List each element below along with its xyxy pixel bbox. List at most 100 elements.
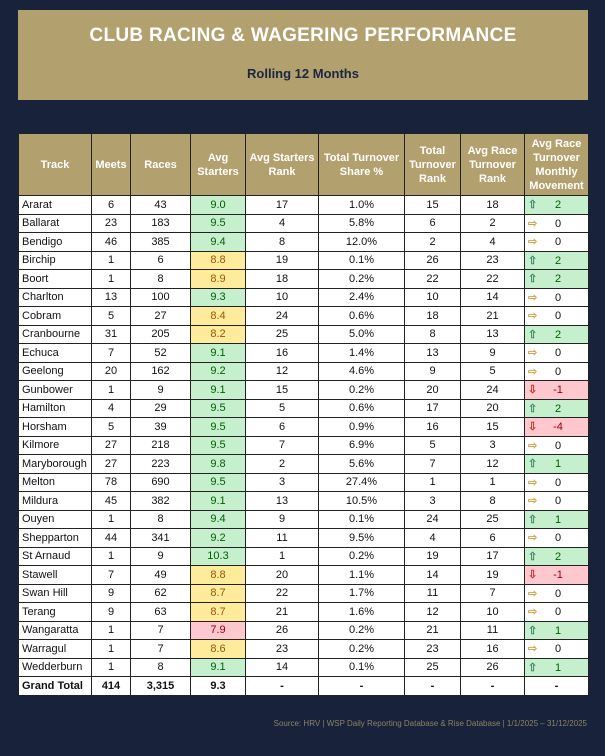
table-row: Gunbower 1 9 9.1 15 0.2% 20 24 ⇩ -1 xyxy=(18,380,589,400)
turnover-share-cell: 6.9% xyxy=(318,435,405,455)
table-header-row: Track Meets Races Avg Starters Avg Start… xyxy=(18,133,589,196)
avg-starters-rank-cell: 6 xyxy=(245,417,319,437)
col-header-meets: Meets xyxy=(91,133,131,196)
track-cell: Cranbourne xyxy=(18,324,92,344)
races-cell: 205 xyxy=(130,324,191,344)
table-row: Wedderburn 1 8 9.1 14 0.1% 25 26 ⇧ 1 xyxy=(18,657,589,677)
turnover-rank-cell: 7 xyxy=(404,454,461,474)
races-cell: 690 xyxy=(130,472,191,492)
col-header-monthly-movement: Avg Race Turnover Monthly Movement xyxy=(524,133,589,196)
avg-starters-cell: 10.3 xyxy=(190,546,246,566)
monthly-movement-cell: ⇩ -1 xyxy=(524,565,589,585)
turnover-rank-cell: 23 xyxy=(404,639,461,659)
avg-starters-rank-cell: 16 xyxy=(245,343,319,363)
table-row: Kilmore 27 218 9.5 7 6.9% 5 3 ⇨ 0 xyxy=(18,435,589,455)
turnover-rank-cell: 3 xyxy=(404,491,461,511)
turnover-rank-cell: 15 xyxy=(404,195,461,215)
races-cell: 8 xyxy=(130,509,191,529)
track-cell: Charlton xyxy=(18,287,92,307)
avg-starters-rank-cell: 21 xyxy=(245,602,319,622)
avg-starters-cell: 8.4 xyxy=(190,306,246,326)
movement-value: 0 xyxy=(554,310,562,323)
race-turnover-rank-cell: 26 xyxy=(460,657,525,677)
avg-starters-cell: 7.9 xyxy=(190,620,246,640)
races-cell: 385 xyxy=(130,232,191,252)
arrow-right-icon: ⇨ xyxy=(528,495,538,508)
performance-table: Track Meets Races Avg Starters Avg Start… xyxy=(18,133,589,696)
monthly-movement-cell: ⇧ 1 xyxy=(524,620,589,640)
turnover-rank-cell: - xyxy=(404,676,461,696)
races-cell: 341 xyxy=(130,528,191,548)
meets-cell: 414 xyxy=(91,676,131,696)
turnover-rank-cell: 1 xyxy=(404,472,461,492)
arrow-right-icon: ⇨ xyxy=(528,532,538,545)
arrow-up-icon: ⇧ xyxy=(528,661,538,674)
turnover-share-cell: 0.2% xyxy=(318,269,405,289)
movement-value: 1 xyxy=(554,661,562,674)
avg-starters-rank-cell: 25 xyxy=(245,324,319,344)
grand-total-row: Grand Total 414 3,315 9.3- - - - - xyxy=(18,676,589,696)
table-row: Cranbourne 31 205 8.2 25 5.0% 8 13 ⇧ 2 xyxy=(18,324,589,344)
avg-starters-rank-cell: 23 xyxy=(245,639,319,659)
avg-starters-cell: 9.4 xyxy=(190,232,246,252)
movement-value: 0 xyxy=(554,476,562,489)
turnover-rank-cell: 19 xyxy=(404,546,461,566)
movement-value: 2 xyxy=(554,254,562,267)
arrow-up-icon: ⇧ xyxy=(528,254,538,267)
track-cell: Swan Hill xyxy=(18,583,92,603)
meets-cell: 1 xyxy=(91,509,131,529)
movement-value: 2 xyxy=(554,402,562,415)
turnover-share-cell: 1.6% xyxy=(318,602,405,622)
race-turnover-rank-cell: 5 xyxy=(460,361,525,381)
turnover-share-cell: 27.4% xyxy=(318,472,405,492)
movement-value: 0 xyxy=(554,236,562,249)
avg-starters-cell: 9.8 xyxy=(190,454,246,474)
turnover-share-cell: 0.1% xyxy=(318,250,405,270)
turnover-share-cell: - xyxy=(318,676,405,696)
avg-starters-cell: 8.2 xyxy=(190,324,246,344)
avg-starters-cell: 9.1 xyxy=(190,491,246,511)
track-cell: Wangaratta xyxy=(18,620,92,640)
race-turnover-rank-cell: 14 xyxy=(460,287,525,307)
race-turnover-rank-cell: 25 xyxy=(460,509,525,529)
turnover-rank-cell: 20 xyxy=(404,380,461,400)
avg-starters-cell: 9.5 xyxy=(190,398,246,418)
races-cell: 9 xyxy=(130,380,191,400)
col-header-avg-starters-rank: Avg Starters Rank xyxy=(245,133,319,196)
monthly-movement-cell: ⇧ 2 xyxy=(524,398,589,418)
races-cell: 49 xyxy=(130,565,191,585)
meets-cell: 1 xyxy=(91,657,131,677)
table-row: Ouyen 1 8 9.4 9 0.1% 24 25 ⇧ 1 xyxy=(18,509,589,529)
avg-starters-cell: 8.7 xyxy=(190,602,246,622)
meets-cell: 27 xyxy=(91,435,131,455)
turnover-share-cell: 9.5% xyxy=(318,528,405,548)
movement-value: 2 xyxy=(554,273,562,286)
avg-starters-cell: 8.7 xyxy=(190,583,246,603)
turnover-share-cell: 1.0% xyxy=(318,195,405,215)
race-turnover-rank-cell: 23 xyxy=(460,250,525,270)
turnover-share-cell: 0.1% xyxy=(318,657,405,677)
monthly-movement-cell: ⇩ -1 xyxy=(524,380,589,400)
turnover-rank-cell: 25 xyxy=(404,657,461,677)
movement-value: 0 xyxy=(554,217,562,230)
track-cell: Bendigo xyxy=(18,232,92,252)
monthly-movement-cell: ⇨ 0 xyxy=(524,583,589,603)
races-cell: 43 xyxy=(130,195,191,215)
turnover-share-cell: 12.0% xyxy=(318,232,405,252)
race-turnover-rank-cell: 20 xyxy=(460,398,525,418)
movement-value: 0 xyxy=(554,291,562,304)
movement-value: 2 xyxy=(554,328,562,341)
meets-cell: 1 xyxy=(91,380,131,400)
arrow-right-icon: ⇨ xyxy=(528,310,538,323)
track-cell: Ballarat xyxy=(18,213,92,233)
monthly-movement-cell: ⇨ 0 xyxy=(524,639,589,659)
track-cell: Echuca xyxy=(18,343,92,363)
meets-cell: 1 xyxy=(91,546,131,566)
race-turnover-rank-cell: 12 xyxy=(460,454,525,474)
meets-cell: 78 xyxy=(91,472,131,492)
movement-value: 0 xyxy=(554,365,562,378)
movement-value: 0 xyxy=(554,606,562,619)
races-cell: 8 xyxy=(130,657,191,677)
col-header-track: Track xyxy=(18,133,92,196)
race-turnover-rank-cell: - xyxy=(460,676,525,696)
